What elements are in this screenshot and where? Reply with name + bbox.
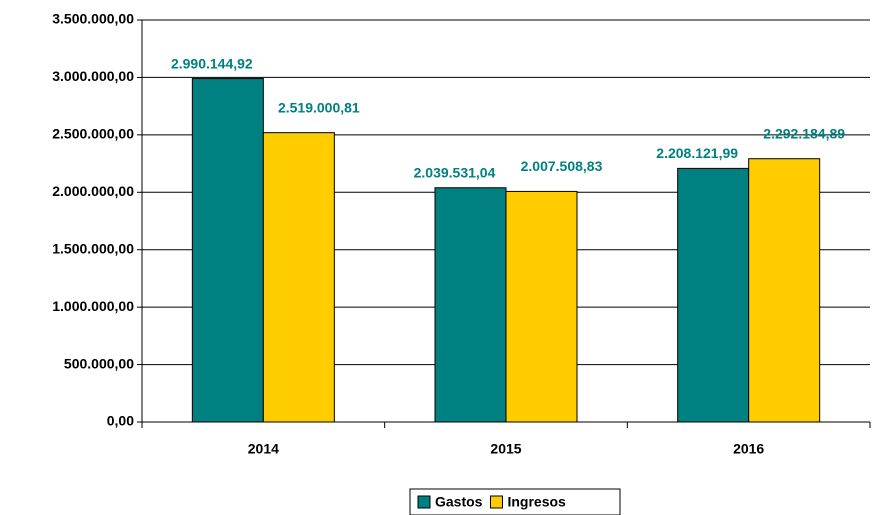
y-tick-label: 3.000.000,00 bbox=[52, 68, 134, 84]
bar bbox=[434, 187, 507, 423]
legend-label: Gastos bbox=[435, 494, 483, 510]
value-label: 2.990.144,92 bbox=[171, 55, 253, 71]
value-label: 2.208.121,99 bbox=[656, 145, 738, 161]
y-tick-label: 0,00 bbox=[107, 413, 134, 429]
value-label: 2.292.184,89 bbox=[763, 125, 845, 141]
x-tick-label: 2016 bbox=[733, 441, 764, 457]
value-label: 2.039.531,04 bbox=[414, 164, 496, 180]
bar bbox=[262, 132, 335, 423]
bar bbox=[748, 158, 821, 423]
value-label: 2.007.508,83 bbox=[521, 158, 603, 174]
y-tick-label: 3.500.000,00 bbox=[52, 11, 134, 27]
y-tick-label: 2.500.000,00 bbox=[52, 126, 134, 142]
legend-label: Ingresos bbox=[507, 494, 566, 510]
y-tick-label: 500.000,00 bbox=[64, 355, 134, 371]
x-tick-label: 2015 bbox=[490, 441, 521, 457]
y-tick-label: 2.000.000,00 bbox=[52, 183, 134, 199]
y-tick-label: 1.500.000,00 bbox=[52, 240, 134, 256]
legend-swatch bbox=[489, 495, 503, 509]
legend-swatch bbox=[417, 495, 431, 509]
legend-box bbox=[409, 488, 621, 515]
y-tick-label: 1.000.000,00 bbox=[52, 298, 134, 314]
bar bbox=[677, 167, 750, 423]
bar bbox=[191, 78, 264, 423]
value-label: 2.519.000,81 bbox=[278, 99, 360, 115]
x-tick-label: 2014 bbox=[248, 441, 279, 457]
bar bbox=[505, 190, 578, 423]
